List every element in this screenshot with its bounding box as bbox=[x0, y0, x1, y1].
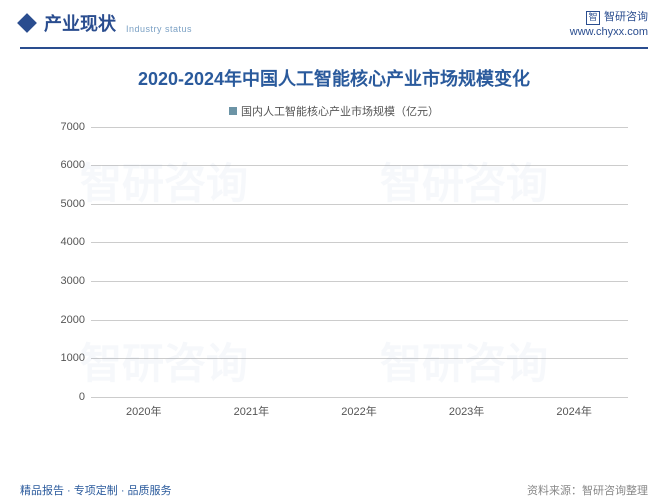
chart-plot: 01000200030004000500060007000 bbox=[90, 127, 628, 397]
header-divider bbox=[20, 47, 648, 49]
footer: 精品报告 · 专项定制 · 品质服务 资料来源：智研咨询整理 bbox=[20, 482, 648, 498]
grid-line bbox=[91, 358, 628, 359]
y-tick-label: 7000 bbox=[51, 121, 85, 133]
section-title: 产业现状 bbox=[44, 10, 116, 36]
x-tick-label: 2020年 bbox=[95, 403, 192, 419]
x-axis-labels: 2020年 2021年 2022年 2023年 2024年 bbox=[90, 403, 628, 419]
x-tick-label: 2022年 bbox=[311, 403, 408, 419]
grid-line bbox=[91, 165, 628, 166]
chart-legend: 国内人工智能核心产业市场规模（亿元） bbox=[0, 103, 668, 119]
brand-url: www.chyxx.com bbox=[570, 25, 648, 40]
y-tick-label: 3000 bbox=[51, 275, 85, 287]
grid-line bbox=[91, 281, 628, 282]
y-tick-label: 4000 bbox=[51, 236, 85, 248]
grid-line bbox=[91, 320, 628, 321]
grid-line bbox=[91, 127, 628, 128]
brand-name: 智研咨询 bbox=[604, 10, 648, 25]
legend-swatch-icon bbox=[229, 107, 237, 115]
footer-right: 资料来源：智研咨询整理 bbox=[527, 482, 648, 498]
legend-label: 国内人工智能核心产业市场规模（亿元） bbox=[241, 103, 439, 119]
brand-icon: 智 bbox=[586, 11, 600, 25]
x-tick-label: 2024年 bbox=[526, 403, 623, 419]
y-tick-label: 1000 bbox=[51, 352, 85, 364]
chart-bars bbox=[91, 127, 628, 397]
brand-line: 智 智研咨询 bbox=[570, 10, 648, 25]
chart-area: 01000200030004000500060007000 2020年 2021年… bbox=[50, 127, 638, 427]
x-tick-label: 2021年 bbox=[203, 403, 300, 419]
footer-left: 精品报告 · 专项定制 · 品质服务 bbox=[20, 482, 172, 498]
header-left: 产业现状 Industry status bbox=[20, 10, 192, 36]
header: 产业现状 Industry status 智 智研咨询 www.chyxx.co… bbox=[0, 0, 668, 45]
x-tick-label: 2023年 bbox=[418, 403, 515, 419]
grid-line bbox=[91, 204, 628, 205]
grid-line bbox=[91, 242, 628, 243]
y-tick-label: 6000 bbox=[51, 159, 85, 171]
y-tick-label: 5000 bbox=[51, 198, 85, 210]
section-subtitle: Industry status bbox=[126, 24, 192, 36]
grid-line bbox=[91, 397, 628, 398]
y-tick-label: 2000 bbox=[51, 314, 85, 326]
y-tick-label: 0 bbox=[51, 391, 85, 403]
diamond-icon bbox=[17, 13, 37, 33]
chart-title: 2020-2024年中国人工智能核心产业市场规模变化 bbox=[0, 65, 668, 91]
header-right: 智 智研咨询 www.chyxx.com bbox=[570, 10, 648, 41]
